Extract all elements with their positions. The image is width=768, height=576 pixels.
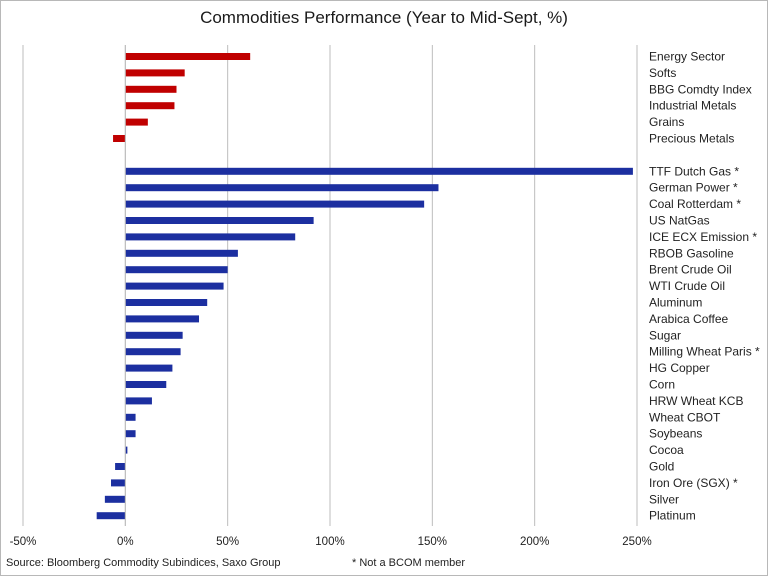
bar: [125, 299, 208, 306]
bar: [125, 69, 185, 77]
bar: [125, 118, 148, 126]
bar: [125, 249, 238, 257]
category-label: BBG Comdty Index: [649, 82, 752, 96]
category-label: HG Copper: [649, 361, 710, 375]
category-label: Iron Ore (SGX) *: [649, 476, 738, 490]
bar: [125, 381, 167, 388]
category-label: Precious Metals: [649, 132, 734, 146]
bar: [125, 233, 296, 241]
category-label: Grains: [649, 115, 684, 129]
category-label: Industrial Metals: [649, 99, 736, 113]
category-label: WTI Crude Oil: [649, 279, 725, 293]
bar: [125, 446, 128, 454]
category-label: Aluminum: [649, 296, 702, 310]
bar: [125, 200, 425, 208]
category-label: Softs: [649, 66, 676, 80]
category-label: Soybeans: [649, 427, 702, 441]
bar: [125, 53, 251, 60]
category-label: US NatGas: [649, 214, 710, 228]
category-label: Energy Sector: [649, 50, 725, 64]
bar: [104, 495, 126, 503]
bar: [125, 282, 224, 290]
bar: [125, 167, 633, 175]
x-tick-label: 100%: [315, 536, 344, 548]
category-label: HRW Wheat KCB: [649, 394, 743, 408]
bar: [125, 331, 183, 339]
category-label: Coal Rotterdam *: [649, 197, 741, 211]
chart-title: Commodities Performance (Year to Mid-Sep…: [200, 8, 568, 27]
bar: [125, 348, 181, 356]
category-label: German Power *: [649, 181, 738, 195]
category-label: Brent Crude Oil: [649, 263, 732, 277]
bar: [125, 184, 439, 192]
category-label: Arabica Coffee: [649, 312, 728, 326]
bar: [125, 364, 173, 372]
category-label: RBOB Gasoline: [649, 246, 734, 260]
bar: [125, 413, 136, 421]
category-label: Cocoa: [649, 443, 684, 457]
bar: [125, 85, 177, 93]
category-label: ICE ECX Emission *: [649, 230, 757, 244]
x-tick-label: 200%: [520, 536, 549, 548]
category-label: Wheat CBOT: [649, 410, 721, 424]
category-label: Corn: [649, 378, 675, 392]
bar: [125, 217, 314, 224]
category-label: Sugar: [649, 328, 681, 342]
category-label: Silver: [649, 492, 679, 506]
category-label: Platinum: [649, 509, 696, 523]
category-label: TTF Dutch Gas *: [649, 164, 739, 178]
category-label: Milling Wheat Paris *: [649, 345, 760, 359]
bar: [125, 430, 136, 438]
bar: [125, 266, 228, 274]
source-note: Source: Bloomberg Commodity Subindices, …: [6, 557, 281, 569]
x-tick-label: 250%: [622, 536, 651, 548]
bar: [115, 463, 126, 470]
bar: [96, 512, 126, 520]
category-label: Gold: [649, 460, 674, 474]
membership-note: * Not a BCOM member: [352, 557, 466, 569]
x-tick-label: 50%: [216, 536, 239, 548]
x-tick-label: 0%: [117, 536, 134, 548]
x-tick-label: -50%: [10, 536, 37, 548]
bar: [111, 479, 126, 487]
bar: [125, 315, 200, 323]
bar: [125, 397, 152, 405]
x-tick-label: 150%: [418, 536, 447, 548]
bar: [113, 135, 126, 142]
bar: [125, 102, 175, 110]
